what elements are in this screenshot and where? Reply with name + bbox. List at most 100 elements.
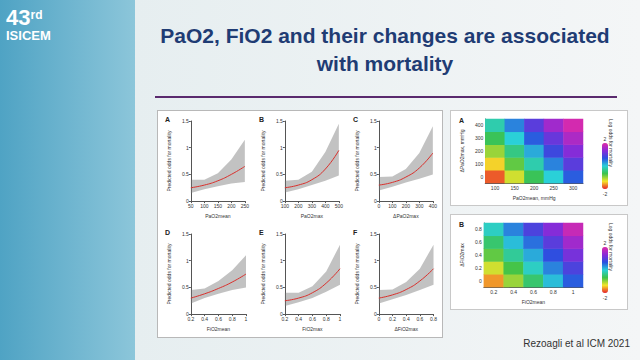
svg-text:1.5: 1.5 bbox=[370, 118, 377, 124]
svg-text:D: D bbox=[165, 229, 170, 236]
svg-text:ΔFiO2max: ΔFiO2max bbox=[459, 243, 465, 267]
svg-text:ΔPaO2max: ΔPaO2max bbox=[393, 213, 419, 219]
svg-text:1: 1 bbox=[186, 145, 189, 151]
svg-text:ΔPaO2max, mmHg: ΔPaO2max, mmHg bbox=[459, 129, 465, 172]
svg-text:0.6: 0.6 bbox=[530, 289, 537, 295]
svg-text:0.4: 0.4 bbox=[295, 316, 302, 322]
svg-text:0: 0 bbox=[377, 316, 380, 322]
svg-text:1: 1 bbox=[245, 316, 248, 322]
svg-text:250: 250 bbox=[241, 203, 250, 209]
svg-text:0.8: 0.8 bbox=[550, 289, 557, 295]
svg-text:0.4: 0.4 bbox=[475, 252, 482, 258]
svg-text:1: 1 bbox=[374, 258, 377, 264]
svg-text:FiO2mean: FiO2mean bbox=[522, 299, 546, 305]
svg-text:250: 250 bbox=[550, 185, 559, 191]
svg-text:0: 0 bbox=[479, 278, 482, 284]
svg-text:1: 1 bbox=[280, 145, 283, 151]
svg-text:0.2: 0.2 bbox=[281, 316, 288, 322]
svg-text:150: 150 bbox=[510, 185, 519, 191]
svg-text:-2: -2 bbox=[603, 191, 608, 197]
svg-text:1: 1 bbox=[572, 289, 575, 295]
svg-text:1.5: 1.5 bbox=[182, 118, 189, 124]
svg-text:2: 2 bbox=[604, 136, 607, 142]
svg-text:FiO2mean: FiO2mean bbox=[207, 326, 231, 332]
svg-text:0.2: 0.2 bbox=[389, 316, 396, 322]
svg-text:A: A bbox=[459, 117, 464, 124]
svg-text:0.8: 0.8 bbox=[323, 316, 330, 322]
svg-text:0: 0 bbox=[377, 203, 380, 209]
svg-text:1: 1 bbox=[186, 258, 189, 264]
svg-text:B: B bbox=[259, 116, 264, 123]
svg-text:0.8: 0.8 bbox=[229, 316, 236, 322]
svg-text:A: A bbox=[165, 116, 170, 123]
svg-text:-2: -2 bbox=[603, 295, 608, 301]
svg-text:400: 400 bbox=[321, 203, 330, 209]
svg-text:Predicted odds for mortality: Predicted odds for mortality bbox=[260, 130, 266, 191]
svg-text:1.5: 1.5 bbox=[182, 231, 189, 237]
svg-text:C: C bbox=[353, 116, 358, 123]
svg-text:F: F bbox=[353, 229, 358, 236]
svg-text:Predicted odds for mortality: Predicted odds for mortality bbox=[166, 130, 172, 191]
svg-text:0.2: 0.2 bbox=[187, 316, 194, 322]
svg-text:0.4: 0.4 bbox=[201, 316, 208, 322]
svg-text:500: 500 bbox=[335, 203, 344, 209]
svg-text:1.5: 1.5 bbox=[276, 118, 283, 124]
svg-text:50: 50 bbox=[188, 203, 194, 209]
svg-text:2: 2 bbox=[604, 240, 607, 246]
svg-text:100: 100 bbox=[475, 161, 484, 167]
svg-text:Predicted odds for mortality: Predicted odds for mortality bbox=[166, 243, 172, 304]
svg-text:0.5: 0.5 bbox=[276, 171, 283, 177]
svg-text:0.2: 0.2 bbox=[490, 289, 497, 295]
svg-text:150: 150 bbox=[214, 203, 223, 209]
svg-text:0.2: 0.2 bbox=[475, 265, 482, 271]
svg-text:300: 300 bbox=[415, 203, 424, 209]
svg-text:0.5: 0.5 bbox=[370, 284, 377, 290]
svg-text:PaO2mean, mmHg: PaO2mean, mmHg bbox=[513, 195, 556, 201]
svg-text:1.5: 1.5 bbox=[276, 231, 283, 237]
svg-text:Predicted odds for mortality: Predicted odds for mortality bbox=[260, 243, 266, 304]
svg-text:PaO2max: PaO2max bbox=[301, 213, 324, 219]
svg-text:300: 300 bbox=[308, 203, 317, 209]
svg-text:0.8: 0.8 bbox=[430, 316, 437, 322]
svg-text:100: 100 bbox=[388, 203, 397, 209]
svg-text:100: 100 bbox=[281, 203, 290, 209]
svg-text:200: 200 bbox=[402, 203, 411, 209]
svg-text:0.6: 0.6 bbox=[309, 316, 316, 322]
svg-text:400: 400 bbox=[475, 122, 484, 128]
svg-text:0: 0 bbox=[480, 174, 483, 180]
svg-text:1: 1 bbox=[374, 145, 377, 151]
svg-text:0.6: 0.6 bbox=[215, 316, 222, 322]
html-text:PaO2, FiO2 and their changes a: PaO2, FiO2 and their changes are associa… bbox=[160, 24, 610, 75]
svg-text:1: 1 bbox=[280, 258, 283, 264]
svg-text:200: 200 bbox=[475, 148, 484, 154]
svg-text:100: 100 bbox=[200, 203, 209, 209]
svg-text:200: 200 bbox=[530, 185, 539, 191]
svg-text:0.5: 0.5 bbox=[182, 171, 189, 177]
svg-text:0.5: 0.5 bbox=[370, 171, 377, 177]
svg-text:0.8: 0.8 bbox=[475, 226, 482, 232]
svg-text:Predicted odds for mortality: Predicted odds for mortality bbox=[354, 130, 360, 191]
svg-text:Log odds for mortality: Log odds for mortality bbox=[608, 119, 614, 168]
svg-text:200: 200 bbox=[227, 203, 236, 209]
svg-text:0.5: 0.5 bbox=[182, 284, 189, 290]
svg-text:0.6: 0.6 bbox=[475, 239, 482, 245]
svg-text:E: E bbox=[259, 229, 264, 236]
svg-text:PaO2mean: PaO2mean bbox=[205, 213, 231, 219]
svg-text:B: B bbox=[459, 221, 464, 228]
svg-text:FiO2max: FiO2max bbox=[302, 326, 323, 332]
svg-text:200: 200 bbox=[294, 203, 303, 209]
svg-text:0.6: 0.6 bbox=[416, 316, 423, 322]
svg-text:0.4: 0.4 bbox=[403, 316, 410, 322]
svg-text:ΔFiO2max: ΔFiO2max bbox=[394, 326, 418, 332]
svg-text:0.5: 0.5 bbox=[276, 284, 283, 290]
svg-text:1.5: 1.5 bbox=[370, 231, 377, 237]
svg-text:Predicted odds for mortality: Predicted odds for mortality bbox=[354, 243, 360, 304]
svg-text:400: 400 bbox=[429, 203, 438, 209]
svg-text:300: 300 bbox=[475, 135, 484, 141]
svg-text:1: 1 bbox=[339, 316, 342, 322]
svg-text:Log odds for mortality: Log odds for mortality bbox=[608, 223, 614, 272]
svg-text:100: 100 bbox=[491, 185, 500, 191]
svg-text:0.4: 0.4 bbox=[510, 289, 517, 295]
svg-text:300: 300 bbox=[569, 185, 578, 191]
html-text:43rd: 43rd bbox=[6, 5, 43, 30]
